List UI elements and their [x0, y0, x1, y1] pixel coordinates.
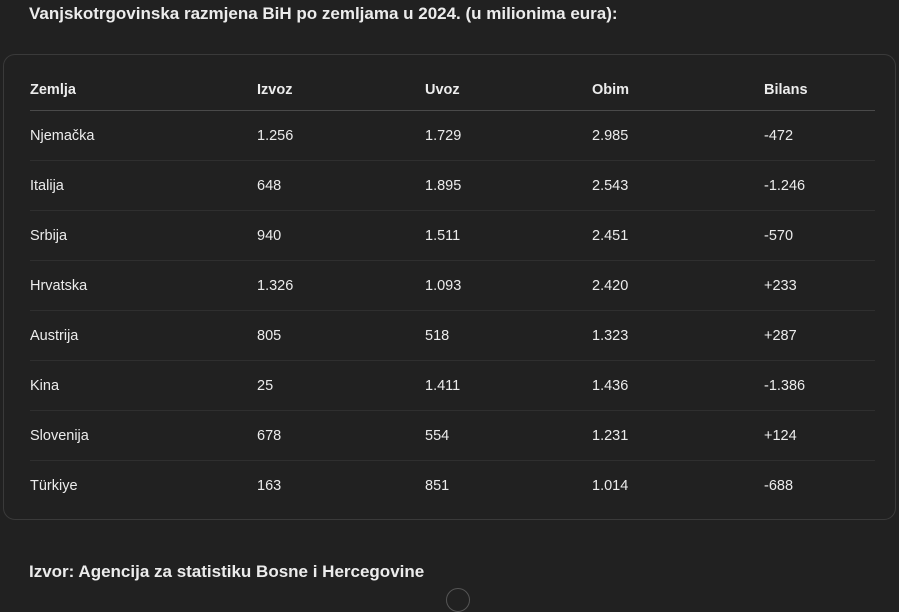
column-header-izvoz: Izvoz — [257, 69, 425, 111]
table-row: Njemačka 1.256 1.729 2.985 -472 — [30, 110, 875, 161]
cell-bilans: +287 — [764, 310, 875, 361]
table-row: Slovenija 678 554 1.231 +124 — [30, 410, 875, 461]
scroll-down-button[interactable] — [446, 588, 470, 612]
cell-izvoz: 805 — [257, 310, 425, 361]
page-title: Vanjskotrgovinska razmjena BiH po zemlja… — [29, 4, 618, 23]
table-row: Italija 648 1.895 2.543 -1.246 — [30, 160, 875, 211]
cell-obim: 2.451 — [592, 210, 764, 261]
cell-izvoz: 163 — [257, 477, 282, 494]
cell-zemlja: Kina — [30, 360, 257, 411]
cell-bilans: +233 — [764, 260, 875, 311]
cell-bilans: -472 — [764, 110, 875, 161]
cell-zemlja: Srbija — [30, 210, 257, 261]
cell-bilans: -1.386 — [764, 360, 875, 411]
cell-bilans: -688 — [764, 477, 794, 494]
table-row: Kina 25 1.411 1.436 -1.386 — [30, 360, 875, 411]
table-row: Hrvatska 1.326 1.093 2.420 +233 — [30, 260, 875, 311]
cell-izvoz: 25 — [257, 360, 425, 411]
cell-zemlja: Slovenija — [30, 410, 257, 461]
cell-uvoz: 1.411 — [425, 360, 592, 411]
cell-obim: 1.436 — [592, 360, 764, 411]
cell-uvoz: 1.093 — [425, 260, 592, 311]
table-row: Türkiye 163 851 1.014 -688 — [30, 461, 875, 511]
cell-zemlja: Italija — [30, 160, 257, 211]
cell-izvoz: 1.256 — [257, 110, 425, 161]
source-note: Izvor: Agencija za statistiku Bosne i He… — [29, 562, 425, 581]
table-header-row: Zemlja Izvoz Uvoz Obim Bilans — [30, 69, 875, 111]
column-header-obim: Obim — [592, 69, 764, 111]
cell-bilans: +124 — [764, 410, 875, 461]
cell-zemlja: Türkiye — [30, 477, 78, 494]
table-card: Zemlja Izvoz Uvoz Obim Bilans Njemačka 1.256 1… — [3, 54, 896, 520]
cell-zemlja: Hrvatska — [30, 260, 257, 311]
cell-obim: 2.420 — [592, 260, 764, 311]
cell-bilans: -570 — [764, 210, 875, 261]
cell-obim: 1.014 — [592, 477, 629, 494]
cell-izvoz: 678 — [257, 410, 425, 461]
cell-uvoz: 851 — [425, 477, 450, 494]
column-header-uvoz: Uvoz — [425, 69, 592, 111]
cell-obim: 2.985 — [592, 110, 764, 161]
trade-table: Zemlja Izvoz Uvoz Obim Bilans Njemačka 1.256 1… — [30, 69, 875, 510]
cell-uvoz: 1.511 — [425, 210, 592, 261]
cell-obim: 1.323 — [592, 310, 764, 361]
table-row: Austrija 805 518 1.323 +287 — [30, 310, 875, 361]
cell-zemlja: Austrija — [30, 310, 257, 361]
cell-zemlja: Njemačka — [30, 110, 257, 161]
cell-izvoz: 1.326 — [257, 260, 425, 311]
cell-izvoz: 648 — [257, 160, 425, 211]
column-header-zemlja: Zemlja — [30, 69, 257, 111]
cell-uvoz: 1.729 — [425, 110, 592, 161]
cell-uvoz: 1.895 — [425, 160, 592, 211]
cell-obim: 2.543 — [592, 160, 764, 211]
cell-bilans: -1.246 — [764, 160, 875, 211]
cell-uvoz: 518 — [425, 310, 592, 361]
cell-izvoz: 940 — [257, 210, 425, 261]
cell-obim: 1.231 — [592, 410, 764, 461]
table-row: Srbija 940 1.511 2.451 -570 — [30, 210, 875, 261]
column-header-bilans: Bilans — [764, 69, 875, 111]
cell-uvoz: 554 — [425, 410, 592, 461]
